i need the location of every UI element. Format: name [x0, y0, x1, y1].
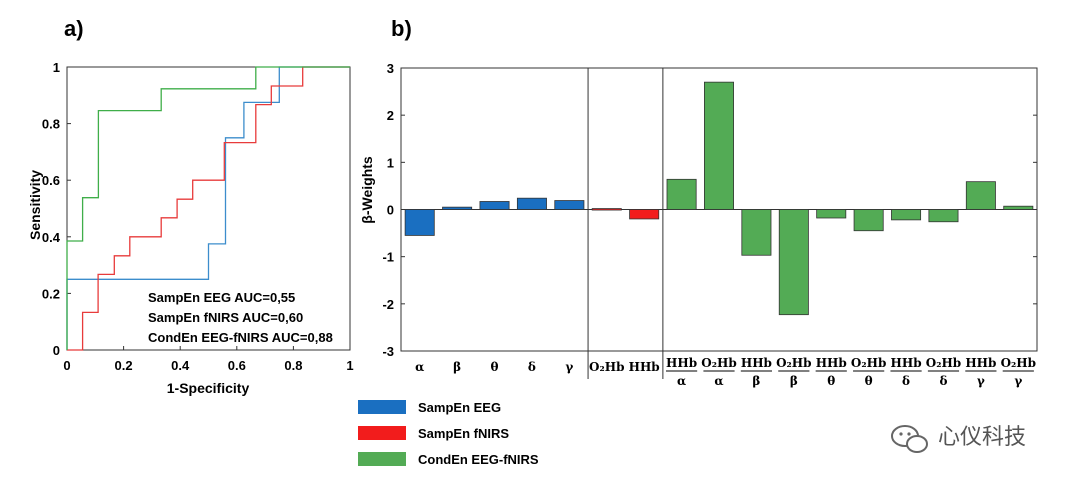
legend-label: SampEn fNIRS	[418, 426, 509, 441]
category-label: β	[453, 360, 461, 374]
category-label: HHb	[629, 360, 660, 374]
category-label-bottom: θ	[865, 374, 873, 388]
roc-curve-2	[67, 66, 350, 351]
roc-x-axis-title: 1-Specificity	[167, 380, 250, 396]
category-label-bottom: γ	[977, 374, 985, 388]
roc-x-tick-label: 0.4	[171, 358, 190, 373]
panel-a-label: a)	[64, 16, 84, 41]
category-label-bottom: θ	[827, 374, 835, 388]
roc-plot-frame	[66, 66, 351, 351]
category-label-bottom: α	[714, 374, 723, 388]
category-label: α	[415, 360, 424, 374]
bar	[666, 178, 697, 210]
bar	[816, 209, 847, 219]
bar	[554, 200, 585, 210]
legend-swatch	[358, 452, 406, 466]
bar	[928, 209, 959, 223]
category-label-bottom: β	[752, 374, 760, 388]
category-label: O₂Hb	[589, 360, 624, 374]
category-label: γ	[565, 360, 573, 374]
wechat-logo-icon	[891, 425, 928, 453]
panel-b-label: b)	[391, 16, 412, 41]
bar	[965, 181, 996, 210]
bar	[479, 201, 510, 210]
bar-y-tick-label: 0	[387, 203, 394, 218]
category-label-top: O₂Hb	[851, 356, 886, 370]
category-label-bottom: γ	[1014, 374, 1022, 388]
roc-chart: 0 0.2 0.4 0.6 0.8 1 0 0.2 0.4 0.6 0.8 1	[42, 60, 354, 373]
roc-x-tick-label: 0.8	[284, 358, 302, 373]
roc-y-axis-title: Sensitivity	[27, 170, 43, 240]
category-label-top: O₂Hb	[776, 356, 811, 370]
bar	[704, 81, 734, 210]
roc-x-tick-label: 1	[346, 358, 353, 373]
bar	[741, 209, 772, 256]
bar-y-tick-label: -3	[382, 344, 394, 359]
bar	[853, 209, 884, 232]
roc-curve-1	[66, 66, 350, 350]
legend-swatch	[358, 400, 406, 414]
roc-x-tick-label: 0	[63, 358, 70, 373]
category-label-top: O₂Hb	[701, 356, 736, 370]
bar	[442, 206, 473, 210]
roc-x-tick-label: 0.2	[115, 358, 133, 373]
bar-y-tick-label: -2	[382, 297, 394, 312]
roc-y-tick-label: 0.6	[42, 173, 60, 188]
auc-annotation-eeg: SampEn EEG AUC=0,55	[148, 290, 295, 305]
category-label-top: O₂Hb	[1001, 356, 1036, 370]
category-label-bottom: β	[790, 374, 798, 388]
category-label-bottom: α	[677, 374, 686, 388]
roc-y-tick-label: 0.4	[42, 230, 61, 245]
auc-annotation-fnirs: SampEn fNIRS AUC=0,60	[148, 310, 303, 325]
bar	[1003, 205, 1034, 210]
bar-y-tick-label: -1	[382, 250, 394, 265]
roc-x-tick-label: 0.6	[228, 358, 246, 373]
legend: SampEn EEG SampEn fNIRS CondEn EEG-fNIRS	[358, 400, 539, 467]
bar-y-tick-label: 2	[387, 108, 394, 123]
bar	[891, 209, 922, 221]
bar	[629, 209, 660, 220]
legend-label: CondEn EEG-fNIRS	[418, 452, 539, 467]
category-label-top: HHb	[816, 356, 847, 370]
watermark-text: 心仪科技	[938, 425, 1026, 450]
bar	[591, 208, 622, 211]
legend-label: SampEn EEG	[418, 400, 501, 415]
bar	[404, 209, 435, 236]
category-label-top: HHb	[666, 356, 697, 370]
category-label-top: HHb	[965, 356, 996, 370]
bar	[516, 197, 547, 210]
category-label-bottom: δ	[939, 374, 947, 388]
roc-y-tick-label: 1	[53, 60, 60, 75]
roc-y-tick-label: 0	[53, 343, 60, 358]
roc-y-tick-label: 0.8	[42, 117, 60, 132]
category-label: δ	[528, 360, 536, 374]
category-label-bottom: δ	[902, 374, 910, 388]
beta-weights-chart: 3 2 1 0 -1 -2 -3 α β θ δ γ O₂Hb HHb HHb α O₂Hb α HHb β O₂Hb β…	[382, 61, 1038, 388]
watermark: 心仪科技	[891, 425, 1026, 453]
bar-y-tick-label: 1	[387, 155, 394, 170]
roc-curve-3	[66, 66, 350, 350]
auc-annotation-eeg-fnirs: CondEn EEG-fNIRS AUC=0,88	[148, 330, 333, 345]
roc-y-tick-label: 0.2	[42, 286, 60, 301]
bar-y-tick-label: 3	[387, 61, 394, 76]
category-label: θ	[491, 360, 499, 374]
legend-swatch	[358, 426, 406, 440]
category-label-top: HHb	[891, 356, 922, 370]
category-label-top: O₂Hb	[926, 356, 961, 370]
bar	[778, 209, 809, 316]
category-label-top: HHb	[741, 356, 772, 370]
bar-y-axis-title: β-Weights	[359, 156, 375, 224]
